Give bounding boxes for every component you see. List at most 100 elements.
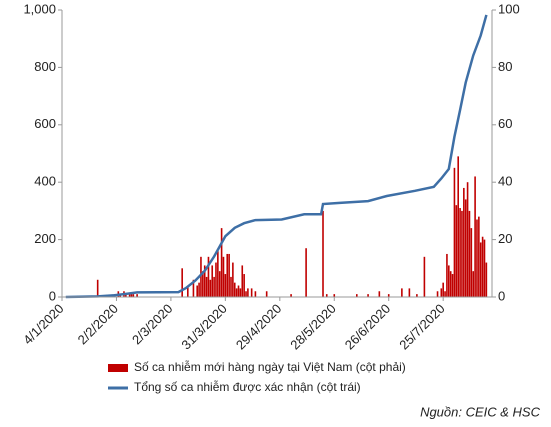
bar: [470, 228, 473, 297]
x-tick-label: 2/3/2020: [129, 301, 175, 347]
y2-tick-label: 100: [498, 1, 520, 16]
bar: [416, 294, 418, 297]
bar: [459, 208, 461, 297]
bar: [446, 253, 448, 297]
legend-swatch: [108, 364, 128, 372]
bar: [442, 282, 444, 297]
bar: [228, 253, 230, 297]
bar: [408, 288, 411, 297]
bar: [265, 291, 268, 297]
bar: [222, 256, 225, 297]
bar: [241, 265, 244, 297]
bar: [455, 205, 458, 297]
bar: [215, 262, 217, 297]
legend-label: Tổng số ca nhiễm được xác nhận (cột trái…: [134, 379, 361, 394]
bar: [196, 285, 198, 297]
bar: [96, 279, 99, 297]
bar: [322, 210, 324, 297]
y-tick-label: 1,000: [23, 1, 56, 16]
bar: [423, 256, 426, 297]
bar: [226, 253, 229, 297]
bar: [205, 276, 208, 297]
bar: [237, 285, 240, 297]
bar: [387, 294, 390, 297]
bar: [401, 288, 403, 297]
y2-tick-label: 0: [498, 288, 505, 303]
x-tick-label: 28/5/2020: [287, 301, 339, 353]
legend-label: Số ca nhiễm mới hàng ngày tại Việt Nam (…: [134, 359, 406, 374]
bar: [457, 156, 460, 297]
bar: [192, 279, 195, 297]
x-tick-label: 2/2/2020: [75, 301, 121, 347]
bar: [464, 199, 467, 297]
y-tick-label: 800: [34, 59, 56, 74]
bar: [474, 176, 476, 297]
bar: [187, 285, 189, 297]
bar: [463, 187, 465, 297]
bar: [440, 288, 443, 297]
y2-tick-label: 80: [498, 59, 512, 74]
y-tick-label: 200: [34, 231, 56, 246]
bar: [247, 288, 249, 297]
bar: [207, 256, 210, 297]
bar: [444, 291, 446, 297]
bar: [436, 291, 439, 297]
bar: [305, 248, 307, 297]
bar: [243, 274, 245, 297]
bar: [472, 271, 475, 297]
bar: [232, 262, 234, 297]
bar: [451, 274, 454, 297]
bar: [125, 294, 127, 297]
bar: [202, 271, 204, 297]
bar: [367, 294, 369, 297]
y2-tick-label: 60: [498, 116, 512, 131]
line: [65, 14, 488, 299]
bar: [181, 268, 183, 297]
bar: [468, 210, 471, 297]
bar: [333, 294, 336, 297]
bar: [220, 228, 223, 297]
bar: [130, 294, 133, 297]
bar: [209, 279, 212, 297]
bar: [466, 182, 469, 297]
bar: [136, 294, 138, 297]
bar: [378, 291, 381, 297]
bar: [217, 251, 219, 297]
bar: [449, 271, 452, 297]
bar: [479, 242, 482, 297]
bar: [254, 291, 257, 297]
y2-tick-label: 40: [498, 174, 512, 189]
bar: [239, 288, 242, 297]
bar: [250, 288, 253, 297]
bar: [461, 210, 463, 297]
bar: [218, 271, 221, 297]
bar: [213, 276, 215, 297]
source: Nguồn: CEIC & HSC: [420, 404, 541, 419]
bar: [476, 219, 478, 297]
y2-tick-label: 20: [498, 231, 512, 246]
y-tick-label: 600: [34, 116, 56, 131]
bar: [224, 274, 227, 297]
x-tick-label: 29/4/2020: [233, 301, 285, 353]
bar: [481, 236, 484, 297]
y-tick-label: 400: [34, 174, 56, 189]
bar: [211, 265, 214, 297]
bar: [478, 216, 480, 297]
bar: [200, 256, 202, 297]
bar: [132, 294, 135, 297]
bar: [235, 288, 238, 297]
bar: [245, 291, 247, 297]
bar: [448, 265, 450, 297]
y-tick-label: 0: [49, 288, 56, 303]
x-tick-label: 26/6/2020: [342, 301, 394, 353]
x-tick-label: 4/1/2020: [20, 301, 66, 347]
bar: [230, 276, 232, 297]
bar: [203, 265, 206, 297]
bar: [485, 262, 488, 297]
bar: [128, 294, 131, 297]
x-tick-label: 25/7/2020: [396, 301, 448, 353]
bar: [325, 294, 328, 297]
bar: [356, 294, 358, 297]
